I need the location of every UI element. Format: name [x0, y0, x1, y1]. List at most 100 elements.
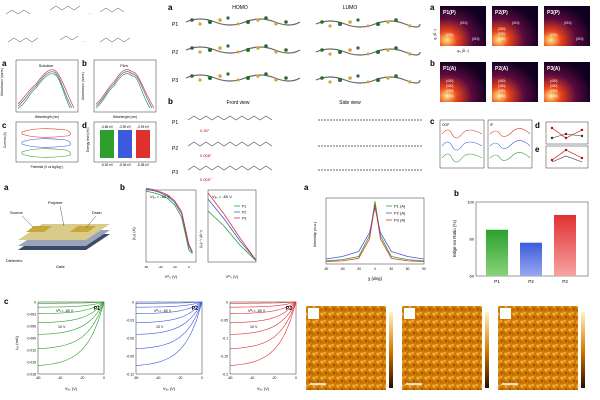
panel-output: c -0.018-0.015-0.012-0.009-0.006-0.0030-… — [4, 297, 297, 391]
homo-value: -5.38 eV — [137, 163, 150, 167]
giwaxs-image — [492, 6, 538, 46]
panel-title: P1 — [94, 306, 100, 312]
peak-index: (400) — [498, 79, 505, 83]
lumo-value: -3.86 eV — [101, 125, 114, 129]
peak-index: (100) — [550, 94, 557, 98]
panel-label: d — [535, 121, 540, 130]
tick-label: -40 — [156, 376, 161, 380]
afm-colorbar — [581, 312, 585, 388]
step-label: 10 V — [58, 325, 66, 329]
series-line-P3 — [207, 192, 257, 261]
bar-P1 — [486, 229, 508, 276]
legend-label: P2 (A) — [394, 211, 406, 216]
tick-label: -40 — [158, 265, 163, 269]
peak-index: (200) — [446, 33, 453, 37]
step-label: 10 V — [250, 325, 258, 329]
vgs-label: Vᴳₛ= -60 V — [248, 309, 266, 313]
output-curve — [230, 301, 297, 308]
tick-label: -20 — [272, 376, 277, 380]
peak-index: (400) — [446, 79, 453, 83]
peak-index: (100) — [498, 94, 505, 98]
series-line — [17, 71, 73, 109]
panel-label: a — [168, 3, 173, 12]
panel-label: b — [430, 59, 435, 68]
view-row-P2: P2 0.008° — [172, 141, 422, 158]
panel-title: P2 — [192, 306, 198, 312]
category-label: P3 — [562, 279, 568, 284]
peak-index: (200) — [498, 89, 505, 93]
legend-label: P3 — [242, 217, 246, 221]
peak-index: (200) — [550, 89, 557, 93]
tick-label: -0.006 — [26, 324, 36, 328]
peak-index: (300) — [498, 84, 505, 88]
panel-title: P3 — [286, 306, 292, 312]
tick-label: -0.015 — [26, 360, 36, 364]
giwaxs-image — [440, 6, 486, 46]
tick-label: -60 — [144, 265, 149, 269]
panel-label: b — [454, 189, 459, 198]
label-source: Source — [10, 210, 23, 215]
torsion-angle: 0.30° — [200, 128, 210, 133]
output-curve — [229, 301, 297, 349]
panel-label: a — [4, 183, 9, 192]
vgs-label: Vᴳₛ= -60 V — [56, 309, 74, 313]
series-line-P1 — [207, 210, 257, 262]
svg-text:→: → — [82, 39, 85, 43]
peak-index: (010) — [472, 37, 479, 41]
tick-label: -20 — [172, 265, 177, 269]
plot-frame — [207, 189, 257, 263]
peak-index: (200) — [550, 33, 557, 37]
orbital-row-P3: P3 — [172, 72, 421, 84]
row-label: P1 — [172, 120, 178, 126]
panel-transfer: b V₉ₛ = -60 V|I₉ₛ| (A)Vᴳₛ (V)-60 -40 -20 0V… — [120, 183, 257, 279]
tick-label: -0.15 — [220, 354, 228, 358]
peak-index: (100) — [446, 94, 453, 98]
panel-structures: → → — [5, 5, 131, 43]
tick-label: 0 — [188, 265, 190, 269]
tick-label: 0 — [374, 267, 376, 271]
legend-label: P3 (A) — [394, 218, 406, 223]
tick-label: 0 — [34, 300, 36, 304]
row-label: P3 — [172, 78, 178, 84]
chart-absorbance-solution: a Solution Absorbance (norm.) Wavelength… — [0, 59, 79, 119]
giwaxs-image — [544, 6, 590, 46]
panel-label: c — [4, 297, 9, 306]
output-curve — [135, 301, 203, 314]
series-line — [17, 73, 71, 109]
giwaxs-title: P1(A) — [443, 66, 456, 72]
afm-colorbar — [485, 312, 489, 388]
vgs-label: Vᴳₛ= -60 V — [154, 309, 172, 313]
tick-label: 0 — [201, 376, 203, 380]
output-curve — [229, 301, 297, 335]
tick-label: -40 — [250, 376, 255, 380]
tick-label: -0.2 — [222, 372, 228, 376]
peak-index: (010) — [564, 21, 571, 25]
giwaxs-image — [544, 62, 590, 102]
tick-label: 100 — [467, 200, 474, 205]
axis-label: Current (A) — [3, 132, 7, 148]
series-line — [325, 207, 425, 260]
output-curve — [135, 301, 203, 366]
energy-bar-P3 — [136, 130, 150, 158]
label-polymer: Polymer — [48, 200, 63, 205]
panel-label: c — [430, 117, 435, 126]
cut-label: IP — [490, 123, 493, 127]
view-row-P1: P1 0.30° — [172, 115, 422, 133]
tick-label: -0.06 — [126, 336, 134, 340]
axis-label: V₉ₛ (V) — [65, 386, 78, 391]
output-curve — [229, 301, 297, 314]
panel-label: c — [2, 121, 7, 130]
axis-label: Intensity (a.u.) — [312, 221, 317, 247]
axis-label: Vᴳₛ (V) — [226, 274, 239, 279]
drain-electrode — [70, 226, 96, 232]
panel-label: a — [2, 59, 7, 68]
series-line — [17, 69, 75, 109]
category-label: P2 — [528, 279, 534, 284]
axis-label: Wavelength (nm) — [35, 115, 59, 119]
tick-label: -0.018 — [26, 372, 36, 376]
legend-label: P2 — [242, 211, 246, 215]
chart-linecuts: OOP IP — [439, 119, 533, 169]
chart-cl-trend — [545, 121, 589, 145]
tick-label: 0 — [132, 300, 134, 304]
